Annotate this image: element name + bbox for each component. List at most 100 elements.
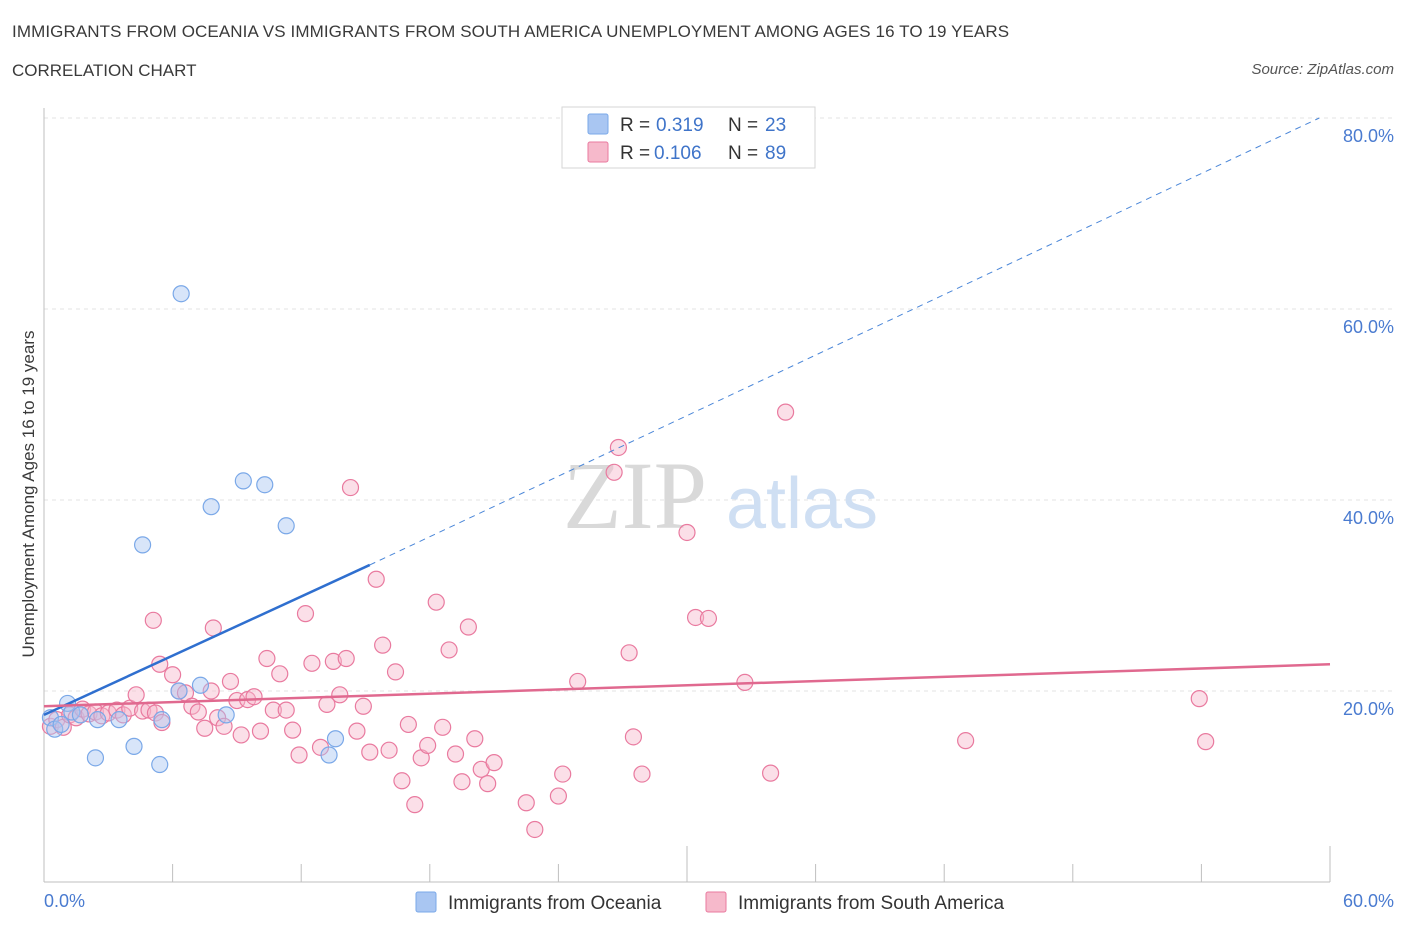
data-point (52, 715, 70, 734)
legend-swatch-south-america (587, 141, 609, 163)
data-point (380, 741, 398, 759)
legend-n-value-oceania: 23 (765, 115, 786, 136)
series-oceania (41, 285, 345, 774)
legend-swatch-oceania (587, 113, 609, 135)
y-tick-labels: 20.0% 40.0% 60.0% 80.0% (1343, 126, 1394, 719)
data-point (202, 682, 220, 700)
legend-r-label-oceania: R = (620, 115, 650, 136)
chart-title: IMMIGRANTS FROM OCEANIA VS IMMIGRANTS FR… (12, 22, 1010, 41)
data-point (361, 743, 379, 761)
data-point (957, 732, 975, 750)
trend-lines (43, 117, 1331, 717)
data-point (374, 636, 392, 654)
y-tick-label: 80.0% (1343, 126, 1394, 146)
data-point (189, 703, 207, 721)
data-point (164, 666, 182, 684)
data-point (202, 498, 220, 516)
chart-subtitle: CORRELATION CHART (12, 61, 197, 80)
data-point (153, 711, 171, 729)
data-point (1190, 690, 1208, 708)
data-point (217, 706, 235, 724)
data-point (440, 641, 458, 659)
data-point (569, 672, 587, 691)
data-point (393, 772, 411, 790)
trend-line-oceania-extrapolated (369, 117, 1320, 566)
data-point (71, 706, 90, 724)
data-point (466, 730, 484, 748)
data-point (605, 463, 623, 481)
data-point (776, 403, 795, 421)
series-legend: Immigrants from Oceania Immigrants from … (415, 891, 1005, 914)
data-point (324, 652, 342, 670)
data-point (341, 478, 360, 497)
data-point (234, 472, 252, 490)
data-point (624, 728, 643, 746)
data-point (434, 718, 452, 736)
source-credit: Source: ZipAtlas.com (1251, 61, 1394, 78)
data-point (326, 730, 345, 748)
data-point (354, 697, 372, 715)
legend-r-value-oceania: 0.319 (656, 115, 704, 136)
data-point (86, 749, 105, 767)
y-tick-label: 20.0% (1343, 699, 1394, 719)
data-point (133, 536, 152, 554)
data-point (554, 765, 572, 783)
data-point (232, 726, 250, 744)
data-point (453, 773, 471, 791)
data-point (245, 688, 263, 706)
data-point (172, 285, 190, 303)
data-point (271, 665, 289, 683)
data-point (144, 611, 162, 629)
data-point (348, 722, 366, 740)
data-point (479, 775, 497, 793)
data-point (264, 701, 282, 719)
data-point (303, 654, 321, 672)
data-point (125, 737, 143, 755)
data-point (127, 686, 145, 704)
bottom-legend-label-oceania: Immigrants from Oceania (448, 893, 662, 914)
watermark: ZIP atlas (563, 442, 878, 549)
data-point (609, 438, 628, 457)
gridlines (44, 117, 1394, 692)
legend-n-label-south-america: N = (728, 143, 758, 164)
watermark-zip: ZIP (563, 442, 707, 549)
data-point (146, 704, 165, 722)
data-point (459, 618, 477, 636)
data-point (331, 686, 349, 704)
series-south-america (41, 403, 1215, 839)
data-point (446, 745, 465, 763)
x-tick-label-max: 60.0% (1343, 891, 1394, 911)
data-point (284, 721, 302, 739)
data-point (686, 608, 705, 627)
data-point (191, 676, 210, 694)
data-point (256, 476, 274, 494)
data-point (406, 796, 424, 814)
data-point (419, 736, 437, 755)
legend-r-label-south-america: R = (620, 143, 650, 164)
data-point (151, 755, 169, 774)
y-tick-label: 60.0% (1343, 317, 1394, 337)
data-point (337, 649, 355, 668)
data-point (620, 644, 638, 662)
data-point (1197, 733, 1215, 751)
trend-line-south-america (43, 663, 1331, 708)
data-point (485, 754, 503, 772)
data-point (367, 570, 385, 588)
bottom-legend-label-south-america: Immigrants from South America (738, 893, 1005, 914)
y-tick-label: 40.0% (1343, 508, 1394, 528)
legend-n-value-south-america: 89 (765, 143, 786, 164)
x-tick-label-min: 0.0% (44, 891, 85, 911)
data-point (320, 746, 338, 764)
data-point (526, 820, 544, 839)
data-point (221, 672, 240, 691)
data-point (699, 609, 718, 628)
trend-line-oceania (43, 563, 371, 717)
data-point (277, 517, 295, 535)
data-point (399, 715, 417, 734)
data-point (110, 711, 128, 729)
data-point (251, 722, 270, 740)
x-axis-ticks (43, 846, 1331, 882)
data-point (290, 746, 308, 764)
data-point (386, 663, 405, 681)
